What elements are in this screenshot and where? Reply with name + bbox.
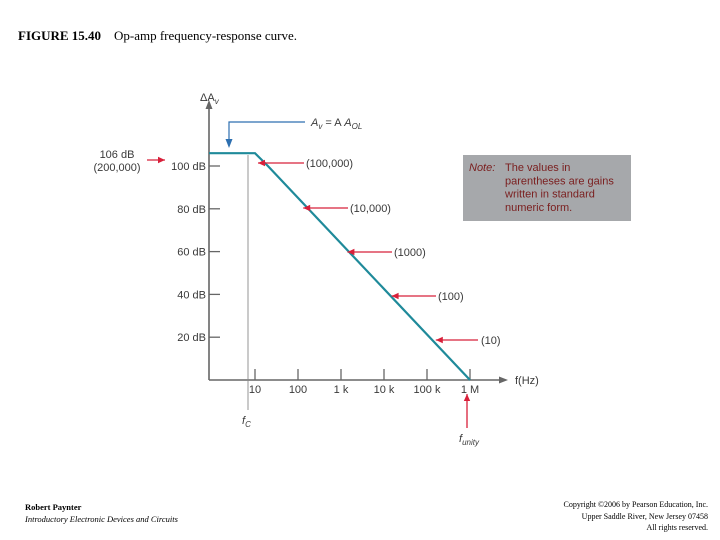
note-line: The values in <box>505 162 570 174</box>
gain-ratio-arrow <box>435 336 478 344</box>
fc-label: fC <box>242 415 251 429</box>
axis-ticks: 20 dB 40 dB 60 dB 80 dB 100 dB 10 100 1 k 10 k 10… <box>171 161 479 396</box>
max-gain-db-label: 106 dB <box>100 149 135 161</box>
funity-arrow <box>463 394 471 428</box>
gain-ratio-label: (10) <box>481 335 501 347</box>
annotation-labels: ΔAv f(Hz) Av = A AOL 106 dB(200,000) (100,00… <box>93 92 538 447</box>
note-line: numeric form. <box>505 202 572 214</box>
y-tick-label: 60 dB <box>177 247 206 259</box>
note-background <box>463 155 631 221</box>
note-line: parentheses are gains <box>505 175 614 187</box>
gain-ratio-arrow <box>303 204 348 212</box>
copyright-line: Copyright ©2006 by Pearson Education, In… <box>563 500 709 509</box>
x-tick-label: 10 <box>249 384 261 396</box>
gain-ratio-label: (1000) <box>394 247 426 259</box>
x-tick-label: 1 k <box>334 384 349 396</box>
figure-caption: Op-amp frequency-response curve. <box>114 28 298 43</box>
curve-line <box>209 152 471 381</box>
figure-label: FIGURE 15.40 <box>18 28 102 43</box>
max-gain-ratio-label: (200,000) <box>93 162 140 174</box>
max-gain-arrow <box>147 156 165 164</box>
chart-axes <box>205 100 508 384</box>
open-loop-arrowhead <box>225 139 233 148</box>
open-loop-label: Av = A AOL <box>310 117 362 131</box>
gain-ratio-arrow <box>391 292 436 300</box>
x-tick-label: 1 M <box>461 384 479 396</box>
gain-ratio-arrow <box>257 159 304 167</box>
author-credit: Robert Paynter <box>25 502 82 512</box>
y-tick-label: 40 dB <box>177 289 206 301</box>
x-axis-title: f(Hz) <box>515 375 539 387</box>
note-line: written in standard <box>504 189 595 201</box>
open-loop-leader <box>228 121 305 140</box>
gain-ratio-label: (100) <box>438 291 464 303</box>
funity-label: funity <box>459 433 480 447</box>
y-tick-label: 80 dB <box>177 204 206 216</box>
x-axis-arrowhead <box>499 376 508 384</box>
x-tick-label: 100 <box>289 384 307 396</box>
copyright-line: All rights reserved. <box>646 523 708 532</box>
copyright-line: Upper Saddle River, New Jersey 07458 <box>581 511 708 521</box>
gain-ratio-label: (10,000) <box>350 203 391 215</box>
response-curve <box>209 152 471 381</box>
annotation-arrows <box>147 121 478 428</box>
gain-ratio-arrow <box>347 248 392 256</box>
y-axis-arrowhead <box>205 100 213 109</box>
y-tick-label: 20 dB <box>177 332 206 344</box>
note-title: Note: <box>469 162 495 174</box>
copyright-notice: Copyright ©2006 by Pearson Education, In… <box>564 499 709 534</box>
y-axis-title: ΔAv <box>200 92 220 106</box>
y-tick-label: 100 dB <box>171 161 206 173</box>
gain-ratio-label: (100,000) <box>306 158 353 170</box>
book-title: Introductory Electronic Devices and Circ… <box>25 514 178 524</box>
x-tick-label: 100 k <box>414 384 441 396</box>
x-tick-label: 10 k <box>374 384 395 396</box>
